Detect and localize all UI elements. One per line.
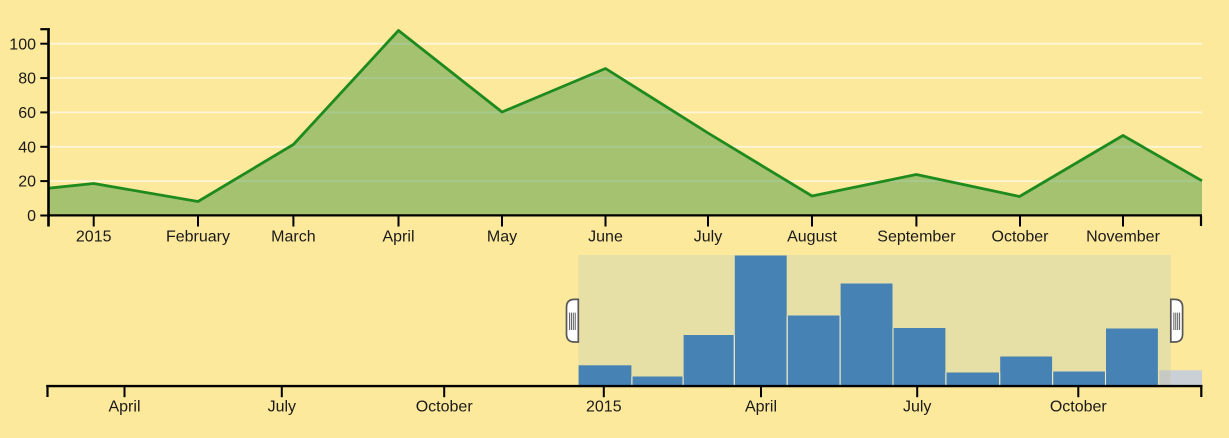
svg-text:60: 60 [18, 105, 36, 122]
svg-text:April: April [745, 399, 777, 416]
svg-text:20: 20 [18, 174, 36, 191]
svg-text:40: 40 [18, 139, 36, 156]
svg-text:July: July [268, 399, 296, 416]
svg-text:October: October [1050, 399, 1108, 416]
svg-text:August: August [787, 229, 837, 246]
svg-text:March: March [271, 229, 315, 246]
svg-text:2015: 2015 [586, 399, 622, 416]
svg-text:June: June [588, 229, 623, 246]
svg-text:0: 0 [27, 208, 36, 225]
svg-text:May: May [487, 229, 517, 246]
svg-text:October: October [416, 399, 474, 416]
svg-text:February: February [166, 229, 230, 246]
svg-text:July: July [903, 399, 931, 416]
svg-text:100: 100 [9, 36, 36, 53]
svg-text:2015: 2015 [76, 229, 112, 246]
svg-text:July: July [694, 229, 722, 246]
svg-text:September: September [877, 229, 956, 246]
svg-text:October: October [992, 229, 1050, 246]
svg-text:April: April [108, 399, 140, 416]
svg-text:80: 80 [18, 71, 36, 88]
svg-text:November: November [1086, 229, 1160, 246]
svg-text:April: April [382, 229, 414, 246]
